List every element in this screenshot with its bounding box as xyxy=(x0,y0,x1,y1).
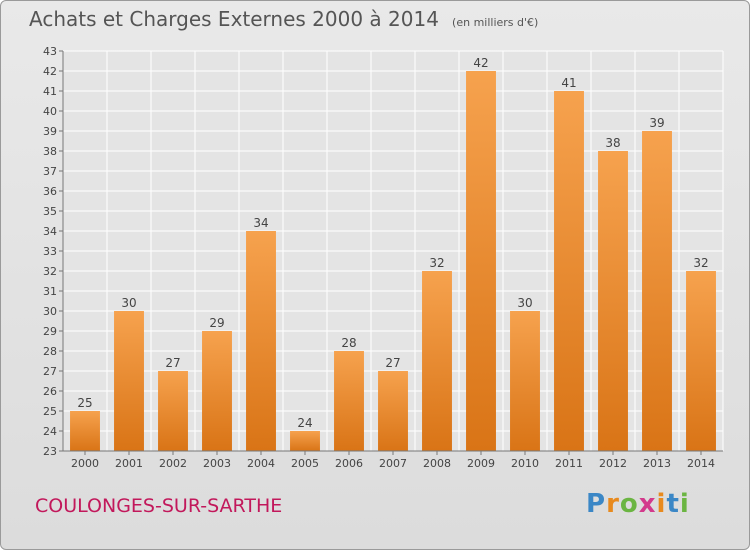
x-tick-label: 2003 xyxy=(203,457,231,470)
bar-value-label: 38 xyxy=(605,136,620,150)
bar-2005 xyxy=(290,431,320,451)
bar-value-label: 30 xyxy=(517,296,532,310)
y-tick-label: 32 xyxy=(43,265,57,278)
x-tick-label: 2005 xyxy=(291,457,319,470)
y-tick-label: 31 xyxy=(43,285,57,298)
bar-value-label: 39 xyxy=(649,116,664,130)
bar-2002 xyxy=(158,371,188,451)
proxiti-logo: Proxiti xyxy=(586,489,690,519)
y-tick-label: 24 xyxy=(43,425,57,438)
bar-2012 xyxy=(598,151,628,451)
bar-2007 xyxy=(378,371,408,451)
bar-2010 xyxy=(510,311,540,451)
bar-value-label: 28 xyxy=(341,336,356,350)
bar-2003 xyxy=(202,331,232,451)
y-tick-label: 27 xyxy=(43,365,57,378)
y-tick-label: 38 xyxy=(43,145,57,158)
chart-title-block: Achats et Charges Externes 2000 à 2014 (… xyxy=(29,7,538,31)
y-tick-label: 33 xyxy=(43,245,57,258)
x-tick-label: 2014 xyxy=(687,457,715,470)
bar-2000 xyxy=(70,411,100,451)
y-tick-label: 42 xyxy=(43,65,57,78)
x-tick-label: 2001 xyxy=(115,457,143,470)
y-tick-label: 41 xyxy=(43,85,57,98)
y-tick-label: 25 xyxy=(43,405,57,418)
bar-2011 xyxy=(554,91,584,451)
y-tick-label: 37 xyxy=(43,165,57,178)
x-tick-label: 2007 xyxy=(379,457,407,470)
data-labels: 25 30 27 29 34 24 28 27 32 42 30 41 38 39 32 xyxy=(77,56,708,430)
y-tick-label: 39 xyxy=(43,125,57,138)
x-tick-label: 2012 xyxy=(599,457,627,470)
x-tick-label: 2000 xyxy=(71,457,99,470)
bar-2009 xyxy=(466,71,496,451)
x-tick-label: 2009 xyxy=(467,457,495,470)
chart-title: Achats et Charges Externes 2000 à 2014 xyxy=(29,7,439,31)
y-tick-label: 23 xyxy=(43,445,57,458)
bar-value-label: 32 xyxy=(429,256,444,270)
bar-2014 xyxy=(686,271,716,451)
bar-2004 xyxy=(246,231,276,451)
x-tick-label: 2010 xyxy=(511,457,539,470)
bar-value-label: 34 xyxy=(253,216,268,230)
x-tick-label: 2006 xyxy=(335,457,363,470)
y-tick-label: 30 xyxy=(43,305,57,318)
bar-value-label: 30 xyxy=(121,296,136,310)
x-tick-label: 2002 xyxy=(159,457,187,470)
y-tick-label: 36 xyxy=(43,185,57,198)
bar-2013 xyxy=(642,131,672,451)
bars xyxy=(70,71,716,451)
bar-2001 xyxy=(114,311,144,451)
bar-2006 xyxy=(334,351,364,451)
bar-value-label: 25 xyxy=(77,396,92,410)
x-tick-label: 2008 xyxy=(423,457,451,470)
bar-value-label: 42 xyxy=(473,56,488,70)
bar-value-label: 29 xyxy=(209,316,224,330)
bar-2008 xyxy=(422,271,452,451)
chart-unit: (en milliers d'€) xyxy=(452,16,539,29)
x-tick-label: 2013 xyxy=(643,457,671,470)
bar-value-label: 41 xyxy=(561,76,576,90)
x-tick-label: 2011 xyxy=(555,457,583,470)
y-tick-label: 29 xyxy=(43,325,57,338)
y-tick-label: 35 xyxy=(43,205,57,218)
y-tick-label: 43 xyxy=(43,45,57,58)
x-tick-label: 2004 xyxy=(247,457,275,470)
bar-value-label: 27 xyxy=(385,356,400,370)
y-tick-label: 26 xyxy=(43,385,57,398)
axes: 23 24 25 26 27 28 29 30 31 32 33 34 35 36 37 38 39 40 41 42… xyxy=(43,45,723,470)
commune-name: COULONGES-SUR-SARTHE xyxy=(35,495,283,517)
bar-value-label: 27 xyxy=(165,356,180,370)
bar-value-label: 32 xyxy=(693,256,708,270)
y-tick-label: 34 xyxy=(43,225,57,238)
bar-value-label: 24 xyxy=(297,416,312,430)
y-tick-label: 28 xyxy=(43,345,57,358)
y-tick-label: 40 xyxy=(43,105,57,118)
